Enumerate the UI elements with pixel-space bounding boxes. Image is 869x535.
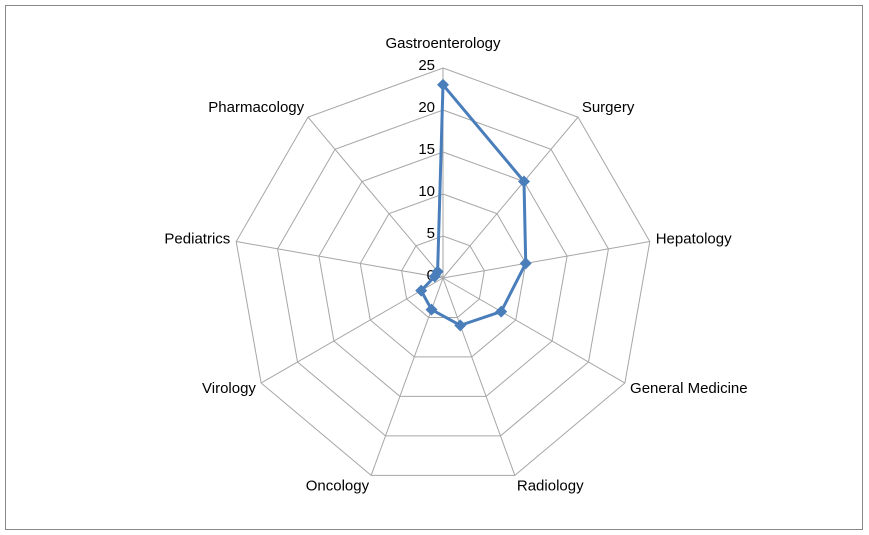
category-label: Oncology [306, 478, 370, 495]
category-label: Surgery [582, 99, 635, 116]
spoke [442, 277, 626, 384]
spoke [442, 277, 516, 476]
y-tick-label: 20 [418, 99, 435, 116]
category-label: Gastroenterology [385, 35, 501, 52]
spoke [442, 241, 650, 279]
spoke [236, 241, 444, 279]
marker [431, 265, 444, 278]
y-tick-label: 10 [418, 183, 435, 200]
marker [454, 319, 467, 332]
category-label: General Medicine [630, 380, 748, 397]
y-tick-label: 5 [427, 225, 435, 242]
spoke [442, 116, 579, 279]
marker [519, 257, 532, 270]
marker [437, 78, 449, 91]
category-label: Hepatology [656, 230, 732, 247]
grid-ring [359, 193, 527, 358]
category-label: Pharmacology [208, 99, 304, 116]
grid-ring [277, 109, 609, 437]
y-tick-label: 25 [418, 57, 435, 74]
category-label: Virology [202, 380, 256, 397]
marker [495, 305, 508, 318]
category-label: Radiology [517, 478, 584, 495]
grid-ring [318, 151, 568, 397]
grid-ring [235, 67, 651, 476]
category-label: Pediatrics [164, 230, 230, 247]
marker [415, 284, 428, 297]
marker [425, 303, 438, 316]
spoke [260, 277, 444, 384]
y-tick-label: 15 [418, 141, 435, 158]
spoke [307, 116, 444, 279]
marker [517, 175, 530, 188]
